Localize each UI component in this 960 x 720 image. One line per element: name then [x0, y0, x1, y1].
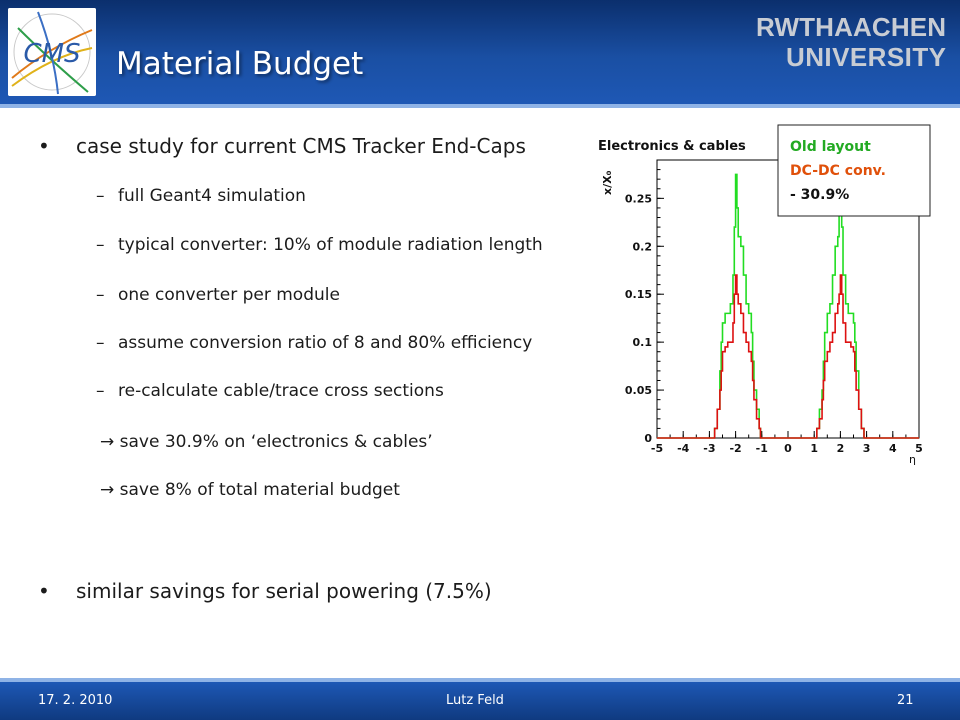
dash-marker: – — [96, 235, 105, 255]
legend-entry-saving: - 30.9% — [790, 187, 849, 203]
x-tick-label: -5 — [651, 442, 663, 455]
chart-title: Electronics & cables — [598, 139, 746, 154]
x-tick-label: 5 — [915, 442, 923, 455]
y-tick-label: 0 — [644, 432, 652, 445]
dash-marker: – — [96, 285, 105, 305]
x-tick-label: -4 — [677, 442, 690, 455]
legend-box — [777, 124, 931, 217]
y-tick-label: 0.1 — [633, 336, 653, 349]
footer-divider — [0, 678, 960, 682]
cms-logo-text: CMS — [23, 39, 80, 69]
arrow-icon: → — [100, 480, 115, 500]
header-divider — [0, 104, 960, 108]
bullet-marker: • — [38, 134, 50, 158]
sub-bullet-text: full Geant4 simulation — [118, 186, 306, 206]
y-tick-label: 0.15 — [625, 288, 652, 301]
x-tick-label: 2 — [837, 442, 845, 455]
dash-marker: – — [96, 186, 105, 206]
dash-marker: – — [96, 333, 105, 353]
header-bar — [0, 0, 960, 104]
bullet-marker: • — [38, 579, 50, 603]
chart-legend: Old layout DC-DC conv. - 30.9% — [777, 124, 931, 217]
sub-bullet-text: typical converter: 10% of module radiati… — [118, 235, 543, 255]
result-line: → save 8% of total material budget — [100, 480, 400, 500]
result-line: → save 30.9% on ‘electronics & cables’ — [100, 432, 433, 452]
series-line-dcdc — [657, 274, 919, 439]
x-tick-label: -2 — [729, 442, 741, 455]
bullet-text: case study for current CMS Tracker End-C… — [76, 134, 526, 158]
y-tick-label: 0.25 — [625, 192, 652, 205]
x-tick-label: 4 — [889, 442, 897, 455]
legend-entry-old-layout: Old layout — [790, 139, 871, 155]
bullet-text: similar savings for serial powering (7.5… — [76, 579, 492, 603]
footer-page-number: 21 — [897, 693, 914, 708]
sub-bullet-text: re-calculate cable/trace cross sections — [118, 381, 444, 401]
legend-entry-dcdc: DC-DC conv. — [790, 163, 886, 179]
y-tick-label: 0.2 — [633, 240, 653, 253]
x-tick-label: 1 — [810, 442, 818, 455]
cms-logo: CMS — [8, 8, 96, 96]
slide-title: Material Budget — [116, 46, 364, 82]
sub-bullet-text: assume conversion ratio of 8 and 80% eff… — [118, 333, 533, 353]
x-tick-label: -3 — [703, 442, 715, 455]
university-logo: RWTHAACHEN UNIVERSITY — [748, 8, 953, 72]
dash-marker: – — [96, 381, 105, 401]
y-tick-label: 0.05 — [625, 384, 652, 397]
chart-x-axis-label: η — [909, 453, 916, 466]
university-logo-line1: RWTHAACHEN — [756, 12, 946, 42]
x-tick-label: -1 — [756, 442, 768, 455]
x-tick-label: 3 — [863, 442, 871, 455]
sub-bullet-text: one converter per module — [118, 285, 340, 305]
result-text: save 30.9% on ‘electronics & cables’ — [119, 432, 433, 452]
footer-author: Lutz Feld — [446, 693, 504, 708]
university-logo-line2: UNIVERSITY — [786, 42, 946, 72]
chart-y-axis-label: x/X₀ — [601, 170, 614, 195]
result-text: save 8% of total material budget — [119, 480, 400, 500]
material-budget-chart: Electronics & cables x/X₀ η -5 -4 -3 -2 -1 0 1… — [598, 124, 931, 466]
arrow-icon: → — [100, 432, 115, 452]
chart-axes: -5 -4 -3 -2 -1 0 1 2 3 4 5 0 0.05 0.1 0.15 0.2 0.25 — [625, 159, 923, 455]
chart-series — [657, 173, 919, 439]
footer-date: 17. 2. 2010 — [38, 693, 113, 708]
footer-bar: 17. 2. 2010 Lutz Feld 21 — [0, 682, 960, 720]
x-tick-label: 0 — [784, 442, 792, 455]
